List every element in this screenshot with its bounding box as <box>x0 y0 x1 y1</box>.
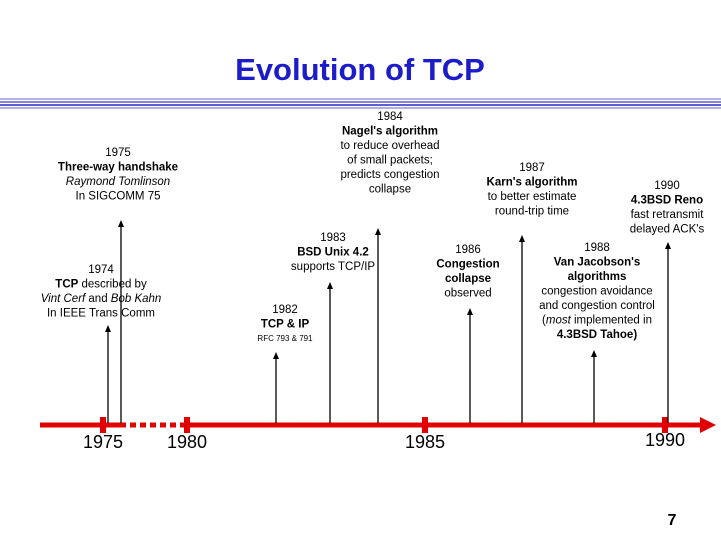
event-arrowhead <box>273 352 279 359</box>
event-text: Karn's algorithm <box>487 177 578 189</box>
event-arrowhead <box>591 350 597 357</box>
event-text: and congestion control <box>539 300 655 312</box>
event-text-part: described by <box>78 279 147 291</box>
event-arrowhead <box>105 325 111 332</box>
event-text: round-trip time <box>495 206 569 218</box>
event-arrowhead <box>375 228 381 235</box>
axis-tick <box>100 417 106 433</box>
event-text: to better estimate <box>488 191 577 203</box>
event: 1988 Van Jacobson's algorithms congestion a… <box>539 242 655 423</box>
event-text: 1974 <box>88 264 114 276</box>
event-text: 4.3BSD Reno <box>631 195 703 207</box>
event-text: Nagel's algorithm <box>342 126 438 138</box>
event-text-part: TCP <box>55 279 78 291</box>
event-text-part: most <box>546 315 572 327</box>
slide-title: Evolution of TCP <box>235 52 485 87</box>
event-text: (most implemented in <box>542 315 652 327</box>
event-text: 1987 <box>519 162 545 174</box>
timeline-arrowhead <box>700 417 716 433</box>
event-text: Van Jacobson's <box>554 257 640 269</box>
event-text-part: implemented in <box>571 315 652 327</box>
event-text: Raymond Tomlinson <box>66 176 170 188</box>
event-text: In IEEE Trans Comm <box>47 308 155 320</box>
event-arrowhead <box>519 235 525 242</box>
axis-label: 1975 <box>83 432 123 452</box>
event-text: 1984 <box>377 111 403 123</box>
event-text-part: Vint Cerf <box>41 293 87 305</box>
event-text: supports TCP/IP <box>291 261 375 273</box>
event-text: 1990 <box>654 180 680 192</box>
event: 1974 TCP described by Vint Cerf and Bob Ka… <box>41 264 162 423</box>
event-text: Vint Cerf and Bob Kahn <box>41 293 162 305</box>
event: 1986 Congestion collapse observed <box>436 244 500 423</box>
event-text: delayed ACK's <box>630 224 705 236</box>
axis-tick <box>184 417 190 433</box>
event-text: collapse <box>445 273 491 285</box>
event-arrowhead <box>467 308 473 315</box>
event-text: BSD Unix 4.2 <box>297 247 369 259</box>
event-text-part: Bob Kahn <box>111 293 162 305</box>
event: 1987 Karn's algorithm to better estimate ro… <box>487 162 578 423</box>
event: 1990 4.3BSD Reno fast retransmit delayed AC… <box>630 180 705 423</box>
event-text: predicts congestion <box>340 169 439 181</box>
axis-label: 1985 <box>405 432 445 452</box>
event-text: to reduce overhead <box>340 140 439 152</box>
event-arrowhead <box>665 242 671 249</box>
event: 1983 BSD Unix 4.2 supports TCP/IP <box>291 232 375 423</box>
event-text: 1983 <box>320 232 346 244</box>
event-arrowhead <box>118 220 124 227</box>
event-text: 1988 <box>584 242 610 254</box>
axis-label: 1980 <box>167 432 207 452</box>
axis-tick <box>422 417 428 433</box>
event-text: TCP & IP <box>261 319 310 331</box>
page-number: 7 <box>668 512 677 529</box>
event-text: 1975 <box>105 147 131 159</box>
event-text: fast retransmit <box>631 209 705 221</box>
event-text: In SIGCOMM 75 <box>76 191 161 203</box>
event: 1982 TCP & IP RFC 793 & 791 <box>257 304 313 423</box>
event-text: algorithms <box>568 271 627 283</box>
timeline <box>40 417 716 433</box>
event-text: TCP described by <box>55 279 147 291</box>
event-text: 4.3BSD Tahoe) <box>557 329 637 341</box>
event-text: collapse <box>369 184 411 196</box>
event-text: observed <box>444 288 491 300</box>
event-text: Congestion <box>436 259 499 271</box>
event: 1984 Nagel's algorithm to reduce overhead o… <box>340 111 440 423</box>
event-text: of small packets; <box>347 155 433 167</box>
axis-tick <box>662 417 668 433</box>
title-rule <box>0 98 721 109</box>
event-text: 1986 <box>455 244 481 256</box>
axis-label: 1990 <box>645 430 685 450</box>
event-arrowhead <box>327 282 333 289</box>
event-text-part: ( <box>542 315 546 327</box>
event-text: congestion avoidance <box>541 286 652 298</box>
event-text: RFC 793 & 791 <box>257 334 313 343</box>
event-text: 1982 <box>272 304 298 316</box>
event-text: Three-way handshake <box>58 162 178 174</box>
event-text-part: and <box>85 293 111 305</box>
event: 1975 Three-way handshake Raymond Tomlinson… <box>58 147 178 423</box>
